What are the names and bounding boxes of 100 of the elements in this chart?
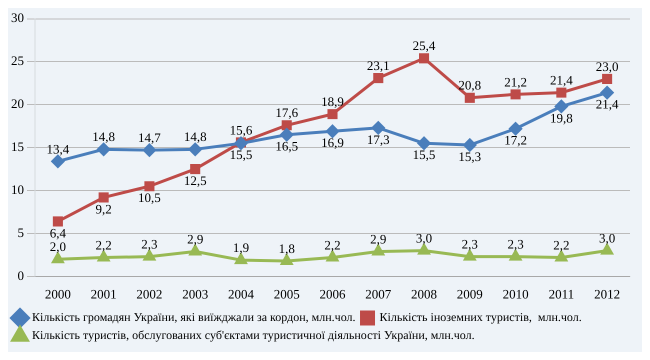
data-label: 15,5 <box>412 147 436 162</box>
point <box>52 216 63 226</box>
x-tick-label: 2011 <box>548 286 574 302</box>
data-label: 25,4 <box>412 38 436 54</box>
data-label: 2,2 <box>324 237 341 252</box>
point <box>418 136 431 150</box>
point <box>189 245 202 256</box>
legend-label: Кількість туристів, обслугованих суб'єктами туристичної діяльності України, млн.чол. <box>32 328 475 342</box>
point <box>144 250 156 261</box>
point <box>327 109 338 120</box>
data-label: 6,4 <box>50 225 67 240</box>
y-tick-label: 5 <box>18 224 24 240</box>
data-label: 15,3 <box>458 148 482 164</box>
x-tick-label: 2010 <box>502 286 529 302</box>
legend-label: Кількість громадян України, які виїжджали за кордон, млн.чол. <box>32 310 356 324</box>
legend-label: Кількість іноземних туристів, млн.чол. <box>380 310 582 324</box>
point <box>554 100 568 113</box>
data-label: 2,3 <box>462 236 478 252</box>
point <box>97 142 110 156</box>
x-tick-label: 2006 <box>320 286 346 302</box>
data-label: 14,7 <box>138 130 162 146</box>
point <box>235 254 247 264</box>
data-label: 2,9 <box>370 231 386 246</box>
data-label: 15,6 <box>230 122 253 138</box>
point <box>600 86 614 100</box>
point <box>372 245 384 256</box>
data-label: 20,8 <box>458 78 482 93</box>
data-label: 2,3 <box>141 236 158 252</box>
data-label: 17,6 <box>275 105 299 120</box>
data-label: 1,8 <box>278 240 295 256</box>
data-label: 19,8 <box>550 110 573 126</box>
data-label: 16,9 <box>321 135 344 150</box>
data-label: 2,0 <box>50 239 66 254</box>
point <box>282 120 292 130</box>
point <box>190 164 200 174</box>
point <box>464 92 475 103</box>
data-label: 17,2 <box>504 132 527 148</box>
x-tick-label: 2003 <box>182 286 208 302</box>
point <box>142 144 156 157</box>
point <box>144 181 154 192</box>
point <box>602 74 612 84</box>
data-label: 17,3 <box>366 132 390 147</box>
point <box>234 136 248 150</box>
data-label: 2,9 <box>187 231 204 246</box>
y-tick-label: 15 <box>11 139 24 154</box>
data-label: 21,2 <box>504 74 527 90</box>
point <box>52 252 64 264</box>
point <box>510 250 522 261</box>
point <box>280 254 293 265</box>
data-label: 16,5 <box>275 138 298 154</box>
data-label: 2,2 <box>96 237 112 252</box>
data-label: 3,0 <box>416 230 432 246</box>
y-tick-label: 30 <box>11 10 24 26</box>
point <box>556 88 566 98</box>
x-tick-label: 2009 <box>456 286 483 302</box>
data-label: 1,9 <box>232 240 250 256</box>
x-tick-label: 2005 <box>274 286 300 302</box>
data-label: 3,0 <box>598 230 616 246</box>
point <box>418 244 430 255</box>
data-label: 23,1 <box>366 58 390 73</box>
point <box>98 192 109 202</box>
y-tick-label: 0 <box>18 268 24 283</box>
data-label: 21,4 <box>550 72 574 88</box>
x-tick-label: 2000 <box>44 286 71 302</box>
x-tick-label: 2004 <box>228 286 254 302</box>
data-label: 15,5 <box>230 147 252 162</box>
data-label: 13,4 <box>46 141 70 156</box>
point <box>372 121 385 134</box>
point <box>326 251 338 262</box>
y-tick-label: 20 <box>11 96 24 112</box>
data-label: 21,4 <box>596 96 619 112</box>
point <box>373 73 384 84</box>
point <box>188 142 202 156</box>
x-tick-label: 2001 <box>90 286 117 302</box>
x-tick-label: 2008 <box>411 286 438 302</box>
data-label: 2,3 <box>507 236 524 252</box>
point <box>280 128 294 142</box>
data-label: 18,9 <box>321 94 344 110</box>
point <box>464 250 476 261</box>
x-tick-label: 2002 <box>136 286 162 302</box>
point <box>419 53 430 64</box>
data-label: 12,5 <box>184 172 207 188</box>
point <box>509 122 522 136</box>
y-tick-label: 10 <box>11 182 24 197</box>
data-label: 14,8 <box>92 129 116 144</box>
data-label: 10,5 <box>138 190 161 206</box>
point <box>98 251 110 262</box>
point <box>510 89 521 100</box>
point <box>601 244 613 255</box>
data-label: 14,8 <box>184 129 207 144</box>
x-tick-label: 2012 <box>594 286 620 302</box>
y-tick-label: 25 <box>11 53 24 68</box>
data-label: 9,2 <box>96 201 112 216</box>
x-tick-label: 2007 <box>365 286 392 302</box>
point <box>326 124 339 138</box>
data-label: 2,2 <box>553 237 570 252</box>
point <box>556 251 568 262</box>
point <box>463 138 476 152</box>
point <box>51 154 64 168</box>
data-label: 23,0 <box>596 58 618 74</box>
